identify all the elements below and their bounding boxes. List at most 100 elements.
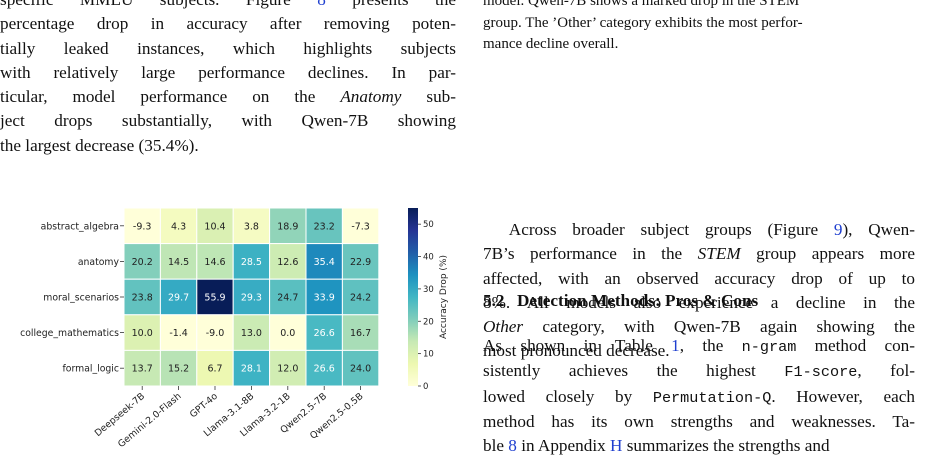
colorbar-tick-label: 30	[423, 285, 434, 295]
cell-value-label: 16.7	[350, 328, 371, 339]
colorbar-tick-label: 50	[423, 220, 434, 230]
right-para-line: 8%. All models also experience a decline…	[483, 291, 915, 315]
body-text-left: specific MMLU subjects. Figure 8 present…	[0, 0, 456, 158]
colorbar	[408, 208, 418, 386]
text-run: sub-	[401, 87, 456, 107]
left-text-line: tially leaked instances, which highlight…	[0, 37, 456, 61]
right-para-line: Across broader subject groups (Figure 9)…	[483, 218, 915, 242]
text-run: ), Qwen-	[842, 220, 915, 239]
cell-value-label: 35.4	[314, 257, 335, 268]
text-run: method con-	[796, 336, 915, 355]
right-para2-line: ble 8 in Appendix H summarizes the stren…	[483, 434, 915, 458]
cross-reference-link[interactable]: H	[610, 436, 623, 456]
section-heading: 5.2 Detection Methods: Pros & Cons	[483, 289, 915, 313]
text-run: sistently achieves the highest	[483, 361, 785, 381]
left-text-line: percentage drop in accuracy after removi…	[0, 12, 456, 36]
right-para2-line: method has its own strengths and weaknes…	[483, 410, 915, 434]
heatmap-cell	[159, 207, 198, 245]
cell-value-label: 12.6	[277, 257, 298, 268]
cross-reference-link[interactable]: 8	[508, 436, 517, 456]
cell-value-label: 23.8	[132, 293, 153, 304]
cell-value-label: 6.7	[207, 364, 222, 375]
text-run: 7B’s performance in the	[483, 244, 698, 264]
heatmap-cell	[305, 278, 343, 316]
heatmap-cell	[159, 278, 198, 316]
text-run: in Appendix	[516, 436, 610, 456]
emphasis-text: STEM	[697, 244, 741, 264]
column-label: GPT-4o	[188, 391, 220, 421]
text-run: method has its own strengths and weaknes…	[483, 411, 915, 431]
text-run: percentage drop in accuracy after removi…	[0, 14, 456, 34]
text-run: mance decline overall.	[483, 36, 619, 52]
cross-reference-link[interactable]: 9	[833, 220, 843, 239]
right-para2-line: As shown in Table 1, the n-gram method c…	[483, 334, 915, 359]
cell-value-label: 26.6	[314, 364, 335, 375]
cell-value-label: 15.2	[168, 364, 189, 375]
text-run: affected, with an observed accuracy drop…	[483, 268, 915, 288]
right-para-line: Other category, with Qwen-7B again showi…	[483, 315, 915, 339]
cell-value-label: -1.4	[169, 328, 188, 339]
cell-value-label: 33.9	[314, 293, 335, 304]
heatmap-cell	[196, 278, 234, 316]
code-term: n-gram	[741, 338, 797, 356]
text-run: category, with Qwen-7B again showing the	[523, 317, 915, 337]
cell-value-label: -9.3	[133, 221, 152, 232]
heatmap-cell	[196, 243, 234, 280]
cell-value-label: 29.3	[241, 293, 262, 304]
left-text-line: ject drops substantially, with Qwen-7B s…	[0, 109, 456, 133]
heatmap-cell	[269, 243, 307, 280]
cross-reference-link[interactable]: 1	[671, 336, 680, 355]
code-term: F1-score	[784, 363, 858, 382]
right-para-line: most pronounced decrease.	[483, 339, 915, 363]
row-label: abstract_algebra	[41, 221, 119, 232]
heatmap-cell	[159, 314, 198, 351]
text-run: with relatively large performance declin…	[0, 62, 456, 82]
left-text-line: with relatively large performance declin…	[0, 61, 456, 85]
emphasis-text: Other	[483, 317, 524, 337]
cell-value-label: 23.2	[314, 221, 335, 232]
row-label: anatomy	[78, 257, 120, 268]
heatmap-cell	[341, 278, 380, 316]
text-run: specific MMLU subjects. Figure	[0, 0, 317, 9]
text-run: presents the	[326, 0, 456, 9]
heatmap-cell	[305, 314, 343, 351]
cell-value-label: 26.6	[314, 328, 335, 339]
text-run: group appears more	[740, 244, 915, 264]
cross-reference-link[interactable]: 8	[317, 0, 326, 9]
text-run: ject drops substantially, with Qwen-7B s…	[0, 111, 456, 131]
colorbar-tick-label: 10	[423, 350, 434, 360]
caption-line: model. Qwen-7B shows a marked drop in th…	[483, 0, 915, 13]
code-term: Permutation-Q	[652, 388, 772, 407]
text-run: tially leaked instances, which highlight…	[0, 38, 456, 58]
cell-value-label: 20.2	[132, 257, 153, 268]
heatmap-cell	[341, 243, 380, 280]
heatmap-cell	[123, 314, 161, 351]
right-para-line: 7B’s performance in the STEM group appea…	[483, 242, 915, 266]
colorbar-tick-label: 20	[423, 317, 434, 327]
heatmap-cell	[305, 207, 343, 245]
cell-value-label: 22.9	[350, 257, 371, 268]
text-run: summarizes the strengths and	[622, 436, 830, 456]
text-run: group. The ’Other’ category exhibits the…	[483, 14, 803, 31]
colorbar-tick-label: 0	[423, 382, 428, 392]
cell-value-label: 55.9	[204, 293, 225, 304]
cell-value-label: 14.6	[204, 257, 225, 268]
text-run: most pronounced decrease.	[483, 341, 670, 361]
cell-value-label: 3.8	[244, 221, 259, 232]
colorbar-tick-label: 40	[423, 253, 434, 263]
text-run: . However, each	[771, 386, 915, 406]
emphasis-text: Anatomy	[340, 87, 402, 107]
row-label: moral_scenarios	[43, 293, 119, 304]
right-para2-line: lowed closely by Permutation-Q. However,…	[483, 385, 915, 410]
cell-value-label: -7.3	[351, 221, 370, 232]
cell-value-label: 13.0	[241, 328, 262, 339]
cell-value-label: 10.4	[204, 221, 225, 232]
left-text-line: ticular, model performance on the Anatom…	[0, 85, 456, 109]
cell-value-label: 29.7	[168, 293, 189, 304]
text-run: ble	[483, 436, 509, 456]
caption-line: group. The ’Other’ category exhibits the…	[483, 13, 915, 35]
text-run: , fol-	[857, 361, 915, 381]
right-para-line: affected, with an observed accuracy drop…	[483, 267, 915, 291]
row-label: college_mathematics	[20, 328, 119, 339]
left-text-line: the largest decrease (35.4%).	[0, 134, 456, 158]
